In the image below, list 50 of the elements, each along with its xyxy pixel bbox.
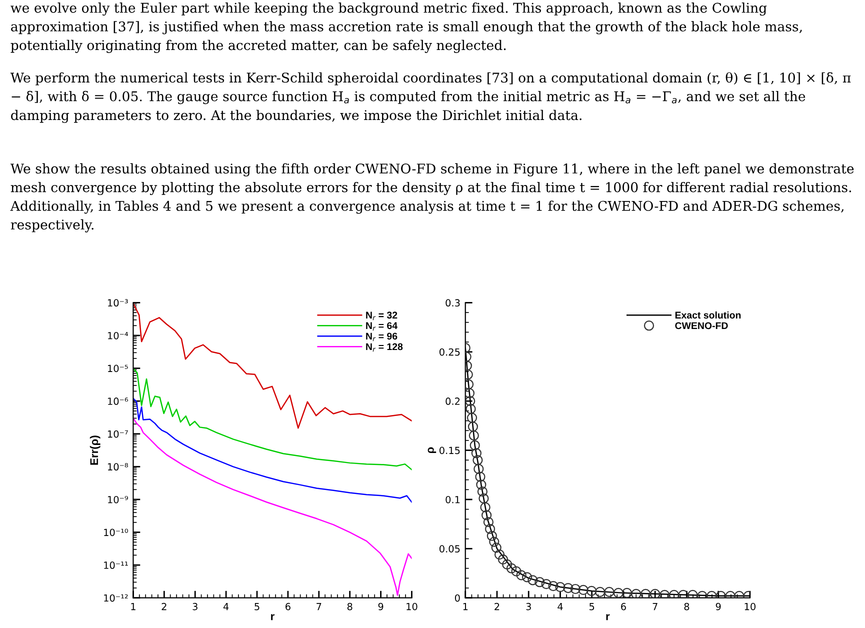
x-tick-label: 7	[652, 603, 658, 610]
y-tick-label: 10⁻⁹	[108, 496, 128, 504]
y-tick-label: 0.25	[440, 348, 460, 356]
y-tick-label: 0.2	[446, 398, 460, 405]
y-tick-label: 0.15	[440, 446, 460, 454]
y-tick-label: 10⁻¹²	[104, 594, 128, 602]
x-tick-label: 3	[192, 602, 198, 610]
x-tick-label: 2	[494, 602, 500, 610]
y-tick-label: 10⁻¹⁰	[104, 528, 128, 536]
legend-label: Exact solution	[675, 311, 741, 319]
y-tick-label: 0.3	[446, 299, 460, 307]
x-tick-label: 8	[684, 602, 690, 610]
text: we evolve only the Euler part while keeping the background metric fixed. This approach, known as the Cowling approximation [37], is justified when the mass accretion rate is small enough that the growth of the black hole mass, potentially originating from the accreted matter, can be safely neglected.	[10, 2, 802, 53]
x-axis-title: r	[271, 614, 274, 620]
x-tick-label: 2	[162, 602, 166, 610]
x-tick-label: 9	[716, 602, 721, 610]
x-tick-label: 6	[286, 602, 290, 610]
y-tick-label: 10⁻⁸	[108, 463, 128, 471]
y-tick-label: 10⁻⁷	[108, 430, 128, 438]
x-axis-title: r	[606, 614, 610, 620]
legend-label: N$_{r}$ = 128	[366, 343, 403, 352]
y-tick-label: 0.05	[440, 545, 460, 552]
x-tick-label: 5	[590, 603, 594, 610]
x-tick-label: 6	[621, 602, 626, 610]
x-tick-label: 10	[406, 602, 418, 610]
x-tick-label: 7	[316, 603, 322, 610]
legend-label: N$_{r}$ = 32	[366, 312, 398, 320]
legend-label: N$_{r}$ = 96	[366, 332, 398, 342]
y-tick-label: 10⁻³	[108, 299, 128, 307]
x-tick-label: 10	[744, 602, 756, 610]
text: We perform the numerical tests in Kerr-Schild spheroidal coordinates [73] on a computational domain (r, θ) ∈ [1, 10] × [δ, π − δ], with δ = 0.05. The gauge source function H$_{a}$ is computed from the initial metric as H$_{a}$ = −Γ$_{a}$, and we set all the damping parameters to zero. At the boundaries, we impose the Dirichlet initial data.	[10, 72, 851, 123]
text: We show the results obtained using the fifth order CWENO-FD scheme in Figure 11, where in the left panel we demonstrate mesh convergence by plotting the absolute errors for the density ρ at the final time t = 1000 for different radial resolutions. Additionally, in Tables 4 and 5 we present a convergence analysis at time t = 1 for the CWENO-FD and ADER-DG schemes, respectively.	[10, 163, 854, 232]
x-tick-label: 5	[254, 603, 260, 610]
y-tick-label: 10⁻¹¹	[104, 562, 128, 569]
x-tick-label: 3	[526, 602, 531, 610]
x-tick-label: 9	[378, 602, 384, 610]
legend-label: CWENO-FD	[675, 322, 728, 330]
y-tick-label: 0.1	[446, 496, 460, 504]
x-tick-label: 4	[558, 603, 563, 610]
legend-label: N$_{r}$ = 64	[366, 322, 398, 331]
x-tick-label: 4	[223, 603, 229, 610]
x-tick-label: 8	[347, 602, 352, 610]
y-tick-label: 0	[454, 594, 460, 602]
x-tick-label: 1	[463, 603, 468, 610]
y-axis-title: ρ	[428, 447, 436, 454]
x-tick-label: 1	[131, 603, 136, 610]
y-tick-label: 10⁻⁵	[108, 364, 128, 372]
y-tick-label: 10⁻⁶	[108, 398, 128, 405]
y-tick-label: 10⁻⁴	[108, 332, 128, 340]
y-axis-title: Err(ρ)	[90, 436, 100, 465]
